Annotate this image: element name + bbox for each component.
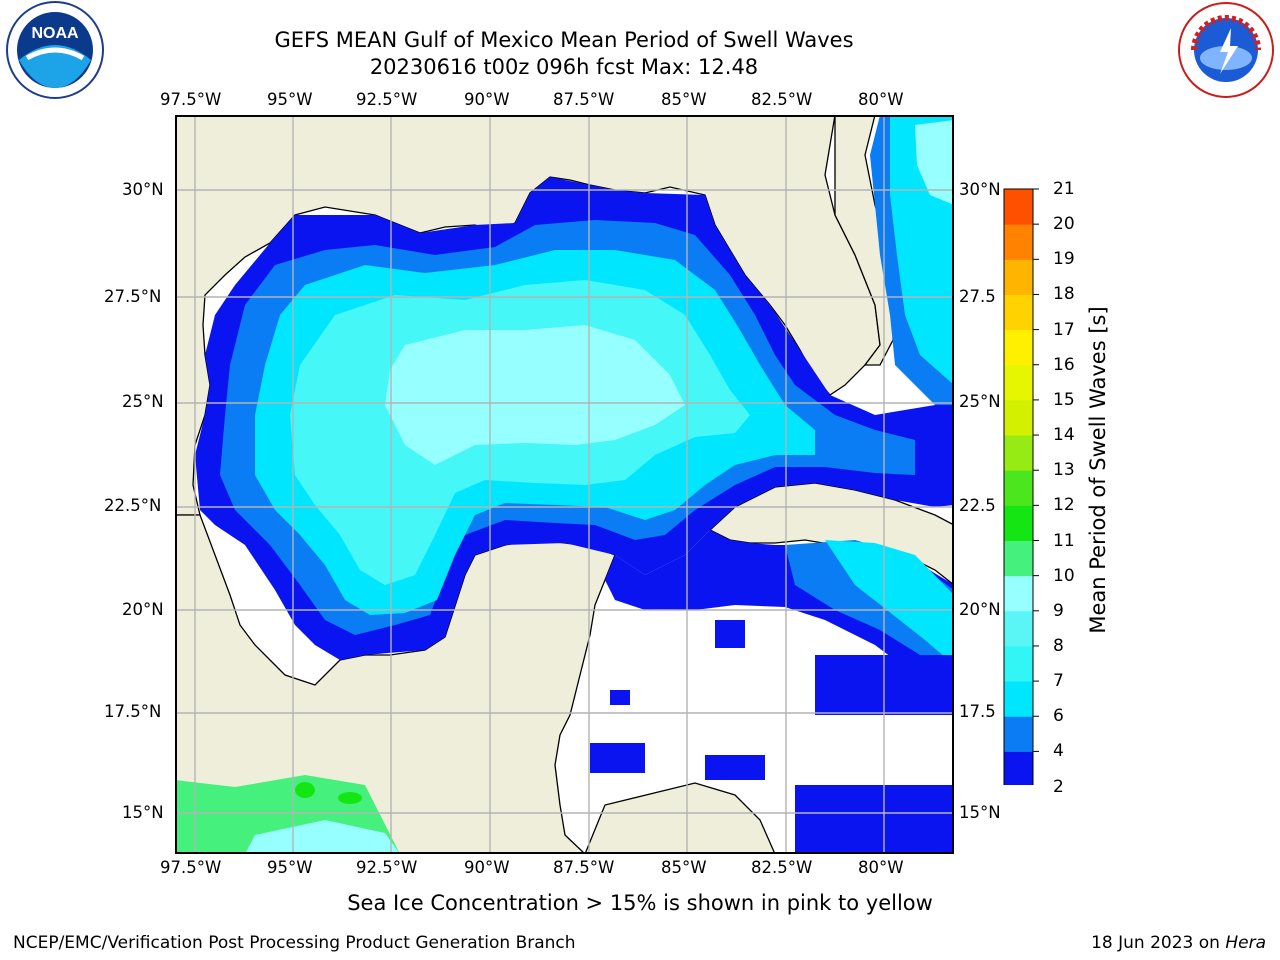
colorbar-segment <box>1004 435 1033 471</box>
chart-subtitle: 20230616 t00z 096h fcst Max: 12.48 <box>369 55 759 79</box>
colorbar-tick-label: 16 <box>1053 354 1075 375</box>
colorbar-tick-label: 2 <box>1053 776 1064 797</box>
noaa-logo: NOAA <box>5 0 105 104</box>
credit-date-text: 18 Jun 2023 on <box>1091 933 1220 953</box>
colorbar-tick-label: 18 <box>1053 284 1075 305</box>
lat-label-left: 27.5°N <box>104 287 162 306</box>
colorbar-tick-label: 20 <box>1053 214 1075 235</box>
lon-label-top: 82.5°W <box>751 90 813 109</box>
colorbar-segment <box>1004 645 1033 682</box>
land-central-america <box>584 782 776 854</box>
lat-label-right: 27.5 <box>959 287 996 306</box>
lat-label-right: 25°N <box>959 392 1001 411</box>
colorbar-segment <box>1004 610 1033 647</box>
colorbar-segment <box>1004 399 1033 436</box>
lon-label-top: 80°W <box>858 90 904 109</box>
lat-label-left: 25°N <box>122 392 164 411</box>
swell-patch <box>715 620 745 648</box>
colorbar-segment <box>1004 259 1033 295</box>
credit-machine: Hera <box>1225 933 1266 953</box>
swell-caribbean-cyan <box>825 540 954 665</box>
lon-label-top: 92.5°W <box>356 90 418 109</box>
swell-atlantic-pale <box>915 120 954 205</box>
lat-label-left: 17.5°N <box>104 702 162 721</box>
swell-pacific-green <box>338 792 362 804</box>
lon-label-top: 97.5°W <box>160 90 222 109</box>
colorbar-segment <box>1004 470 1033 506</box>
lat-label-left: 22.5°N <box>104 496 162 515</box>
lon-label-bottom: 95°W <box>267 858 313 877</box>
credit-date: 18 Jun 2023 on Hera <box>1091 933 1266 953</box>
lat-label-left: 30°N <box>122 180 164 199</box>
colorbar-tick-label: 6 <box>1053 706 1064 727</box>
lon-label-top: 85°W <box>661 90 707 109</box>
chart-title: GEFS MEAN Gulf of Mexico Mean Period of … <box>274 28 854 52</box>
colorbar-tick-label: 21 <box>1053 179 1075 199</box>
lon-label-bottom: 90°W <box>464 858 510 877</box>
swell-band-8-9 <box>385 325 685 465</box>
colorbar-segment <box>1004 540 1033 577</box>
colorbar-segment <box>1004 329 1033 366</box>
map-panel <box>175 115 954 854</box>
swell-pacific-green <box>295 782 315 798</box>
colorbar <box>1000 185 1040 816</box>
colorbar-tick-label: 17 <box>1053 319 1075 340</box>
lon-label-bottom: 80°W <box>858 858 904 877</box>
graticule <box>175 115 954 854</box>
lat-label-left: 20°N <box>122 600 164 619</box>
lat-label-right: 22.5 <box>959 496 996 515</box>
colorbar-segment <box>1004 751 1033 788</box>
lat-label-right: 30°N <box>959 180 1001 199</box>
swell-patch <box>795 785 954 854</box>
colorbar-tick-label: 15 <box>1053 389 1075 410</box>
colorbar-tick-label: 8 <box>1053 635 1064 656</box>
colorbar-tick-label: 10 <box>1053 565 1075 586</box>
lat-label-right: 20°N <box>959 600 1001 619</box>
lat-label-left: 15°N <box>122 803 164 822</box>
colorbar-tick-label: 4 <box>1053 741 1064 762</box>
swell-patch <box>590 743 645 773</box>
national-weather-service-logo <box>1176 0 1276 104</box>
colorbar-segment <box>1004 294 1033 331</box>
colorbar-segment <box>1004 716 1033 752</box>
lon-label-bottom: 87.5°W <box>553 858 615 877</box>
lat-label-right: 17.5 <box>959 702 996 721</box>
credit-producer: NCEP/EMC/Verification Post Processing Pr… <box>13 933 576 953</box>
lon-label-bottom: 82.5°W <box>751 858 813 877</box>
swell-pacific-pale <box>245 820 400 854</box>
colorbar-segment <box>1004 364 1033 401</box>
colorbar-segment <box>1004 681 1033 717</box>
colorbar-segment <box>1004 505 1033 541</box>
lon-label-top: 87.5°W <box>553 90 615 109</box>
colorbar-tick-label: 19 <box>1053 249 1075 270</box>
lon-label-bottom: 97.5°W <box>160 858 222 877</box>
lon-label-bottom: 92.5°W <box>356 858 418 877</box>
colorbar-title: Mean Period of Swell Waves [s] <box>1086 306 1110 634</box>
colorbar-tick-label: 14 <box>1053 425 1075 446</box>
colorbar-tick-label: 12 <box>1053 495 1075 516</box>
colorbar-segment <box>1004 189 1033 225</box>
lat-label-right: 15°N <box>959 803 1001 822</box>
colorbar-segment <box>1004 224 1033 260</box>
swell-patch <box>610 690 630 705</box>
colorbar-segment <box>1004 575 1033 612</box>
map-border <box>175 115 954 854</box>
lon-label-top: 90°W <box>464 90 510 109</box>
svg-text:NOAA: NOAA <box>31 25 79 42</box>
sea-ice-note: Sea Ice Concentration > 15% is shown in … <box>347 891 933 915</box>
colorbar-tick-label: 13 <box>1053 460 1075 481</box>
land-florida <box>834 115 896 366</box>
lon-label-top: 95°W <box>267 90 313 109</box>
lon-label-bottom: 85°W <box>661 858 707 877</box>
swell-patch <box>705 755 765 780</box>
colorbar-tick-label: 7 <box>1053 671 1064 692</box>
colorbar-tick-label: 11 <box>1053 530 1075 551</box>
colorbar-tick-label: 9 <box>1053 600 1064 621</box>
